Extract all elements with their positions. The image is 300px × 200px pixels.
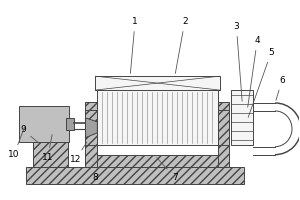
Bar [218,102,230,167]
Text: 7: 7 [157,158,178,182]
Text: 12: 12 [70,142,87,164]
Bar [85,102,98,167]
Bar [98,90,218,145]
Text: 2: 2 [175,17,188,73]
Text: 10: 10 [8,126,25,159]
Bar [231,90,253,145]
Bar [85,110,98,145]
Bar [19,106,69,142]
Bar [33,139,68,167]
Text: 8: 8 [92,173,98,182]
Bar [85,155,230,167]
Text: 5: 5 [248,48,274,117]
Text: 9: 9 [20,125,39,143]
Text: 4: 4 [248,36,260,107]
Polygon shape [85,118,98,138]
Bar [66,118,74,130]
Text: 6: 6 [276,76,285,100]
Bar [218,110,230,145]
Text: 3: 3 [233,22,242,101]
Bar [95,76,220,90]
Text: 11: 11 [42,135,53,162]
Text: 1: 1 [130,17,138,73]
Bar [26,167,244,184]
